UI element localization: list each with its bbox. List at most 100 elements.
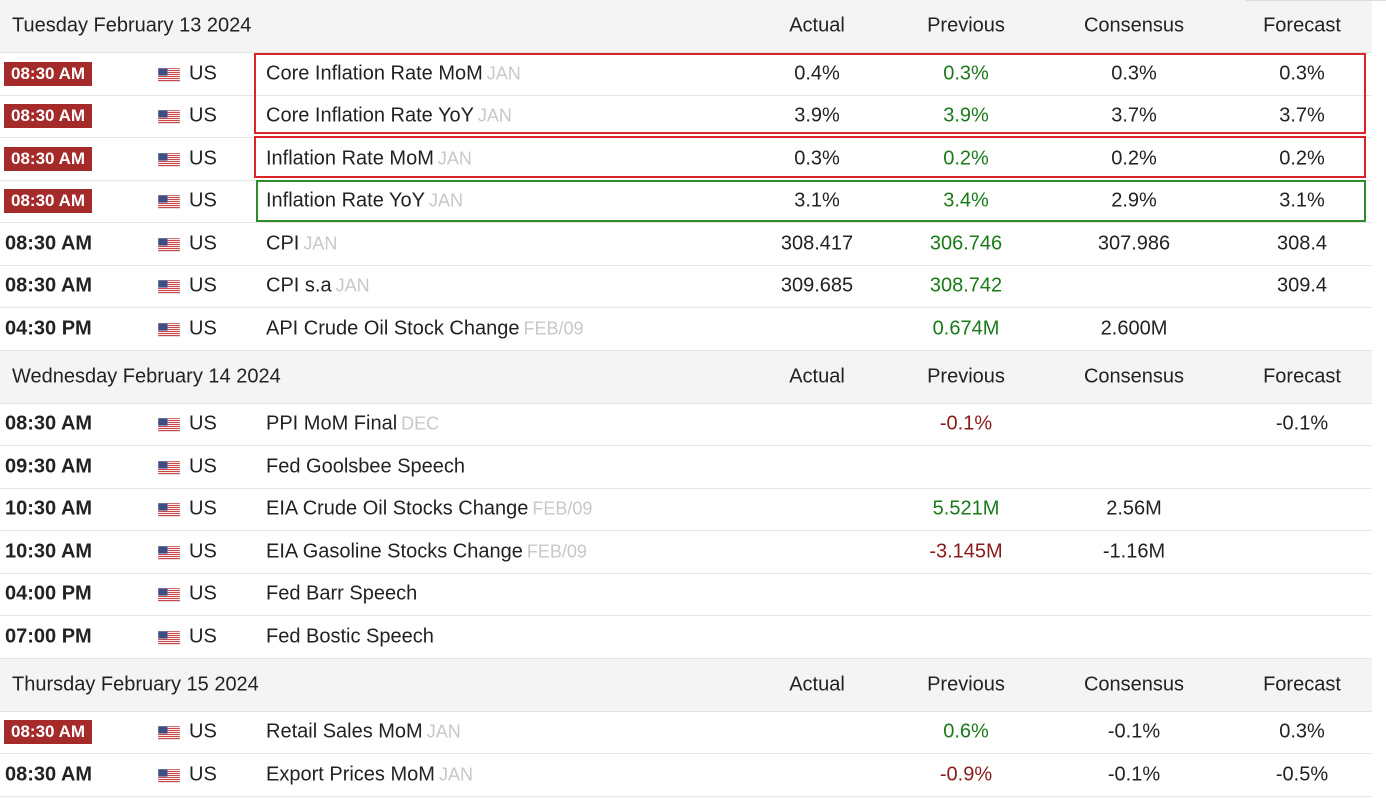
us-flag-icon [158,630,180,645]
event-name[interactable]: Fed Barr Speech [266,582,418,605]
event-row[interactable]: 08:30 AM US Core Inflation Rate MoM JAN 0.4%… [0,53,1372,96]
event-forecast: -0.5% [1275,763,1329,786]
event-name-link[interactable]: Core Inflation Rate YoY JAN [266,105,512,128]
event-name-link[interactable]: Inflation Rate YoY JAN [266,190,463,213]
event-actual: 309.685 [780,274,854,297]
event-reference-period: JAN [437,148,472,169]
event-row[interactable]: 10:30 AM US EIA Crude Oil Stocks Change FEB… [0,488,1372,531]
event-consensus: 0.3% [1111,62,1157,85]
event-reference-period: JAN [303,233,338,254]
col-previous-header[interactable]: Previous [927,14,1005,37]
event-consensus: 2.9% [1111,189,1157,212]
event-row[interactable]: 08:30 AM US Export Prices MoM JAN -0.9% -0.1%… [0,754,1372,797]
event-country: US [189,317,217,340]
event-name[interactable]: Fed Bostic Speech [266,625,434,648]
event-forecast: -0.1% [1275,412,1329,435]
day-header: Tuesday February 13 2024 Actual Previous… [0,0,1372,53]
event-name[interactable]: Core Inflation Rate YoY [266,104,474,127]
event-name[interactable]: PPI MoM Final [266,412,398,435]
event-name[interactable]: Inflation Rate YoY [266,189,426,212]
event-name[interactable]: CPI s.a [266,274,332,297]
event-name-link[interactable]: PPI MoM Final DEC [266,413,439,436]
event-time: 09:30 AM [5,455,93,478]
event-reference-period: DEC [401,413,440,434]
col-previous-header[interactable]: Previous [927,365,1005,387]
event-previous: 3.4% [943,189,989,212]
event-row[interactable]: 07:00 PM US Fed Bostic Speech [0,616,1372,659]
event-name[interactable]: EIA Gasoline Stocks Change [266,540,523,563]
event-name-link[interactable]: Retail Sales MoM JAN [266,721,461,744]
event-row[interactable]: 08:30 AM US CPI s.a JAN 309.685 308.742 309.4 [0,265,1372,308]
event-reference-period: JAN [426,721,461,742]
event-time: 08:30 AM [4,189,93,214]
event-consensus: -0.1% [1107,720,1161,743]
header-divider [1246,0,1386,1]
event-name-link[interactable]: EIA Gasoline Stocks Change FEB/09 [266,540,587,563]
event-time: 08:30 AM [4,61,93,86]
event-name-link[interactable]: Inflation Rate MoM JAN [266,147,472,170]
event-consensus: 2.56M [1106,497,1162,520]
event-name[interactable]: EIA Crude Oil Stocks Change [266,497,529,520]
event-consensus: 3.7% [1111,104,1157,127]
event-name-link[interactable]: CPI s.a JAN [266,275,370,298]
event-row[interactable]: 08:30 AM US Inflation Rate MoM JAN 0.3% 0.2% 0… [0,138,1372,181]
event-row[interactable]: 04:00 PM US Fed Barr Speech [0,573,1372,616]
event-forecast: 309.4 [1276,274,1328,297]
event-consensus: -1.16M [1102,540,1166,563]
event-row[interactable]: 08:30 AM US Core Inflation Rate YoY JAN 3.9%… [0,95,1372,138]
event-forecast: 0.3% [1279,720,1325,743]
event-row[interactable]: 09:30 AM US Fed Goolsbee Speech [0,446,1372,489]
event-row[interactable]: 08:30 AM US Inflation Rate YoY JAN 3.1% 3.4% 2… [0,180,1372,223]
event-name-link[interactable]: Fed Goolsbee Speech [266,455,465,478]
col-actual-header[interactable]: Actual [789,673,845,695]
event-previous: 308.742 [929,274,1003,297]
event-name[interactable]: Export Prices MoM [266,763,435,786]
col-forecast-header[interactable]: Forecast [1263,673,1341,695]
event-name-link[interactable]: Fed Barr Speech [266,583,417,606]
event-name-link[interactable]: CPI JAN [266,232,337,255]
event-name[interactable]: Inflation Rate MoM [266,147,434,170]
col-actual-header[interactable]: Actual [789,14,845,37]
event-country: US [189,274,217,297]
event-country: US [189,455,217,478]
event-name[interactable]: API Crude Oil Stock Change [266,317,520,340]
day-date: Wednesday February 14 2024 [12,365,281,387]
event-time: 10:30 AM [5,540,93,563]
event-time: 07:00 PM [5,625,92,648]
event-time: 08:30 AM [4,720,93,745]
event-row[interactable]: 08:30 AM US Retail Sales MoM JAN 0.6% -0.1% 0.… [0,711,1372,754]
col-forecast-header[interactable]: Forecast [1263,14,1341,37]
event-forecast: 308.4 [1276,232,1328,255]
us-flag-icon [158,588,180,603]
col-consensus-header[interactable]: Consensus [1083,673,1185,695]
col-consensus-header[interactable]: Consensus [1083,14,1185,37]
col-forecast-header[interactable]: Forecast [1263,365,1341,387]
event-row[interactable]: 10:30 AM US EIA Gasoline Stocks Change FEB/… [0,531,1372,574]
event-name-link[interactable]: Fed Bostic Speech [266,625,434,648]
event-name[interactable]: CPI [266,232,300,255]
us-flag-icon [158,503,180,518]
event-name-link[interactable]: Export Prices MoM JAN [266,763,473,786]
event-consensus: -0.1% [1107,763,1161,786]
col-previous-header[interactable]: Previous [927,673,1005,695]
event-forecast: 0.3% [1279,62,1325,85]
col-consensus-header[interactable]: Consensus [1083,365,1185,387]
event-name[interactable]: Retail Sales MoM [266,720,423,743]
us-flag-icon [158,195,180,210]
event-country: US [189,720,217,743]
event-row[interactable]: 08:30 AM US CPI JAN 308.417 306.746 307.986 308… [0,223,1372,266]
event-name[interactable]: Core Inflation Rate MoM [266,62,483,85]
event-row[interactable]: 04:30 PM US API Crude Oil Stock Change FEB/… [0,308,1372,351]
col-actual-header[interactable]: Actual [789,365,845,387]
event-time: 08:30 AM [5,412,93,435]
event-name-link[interactable]: API Crude Oil Stock Change FEB/09 [266,317,584,340]
event-country: US [189,62,217,85]
event-time: 08:30 AM [4,104,93,129]
event-name[interactable]: Fed Goolsbee Speech [266,455,466,478]
event-row[interactable]: 08:30 AM US PPI MoM Final DEC -0.1% -0.1% [0,403,1372,446]
event-country: US [189,497,217,520]
event-country: US [189,104,217,127]
event-name-link[interactable]: Core Inflation Rate MoM JAN [266,62,521,85]
event-name-link[interactable]: EIA Crude Oil Stocks Change FEB/09 [266,498,592,521]
